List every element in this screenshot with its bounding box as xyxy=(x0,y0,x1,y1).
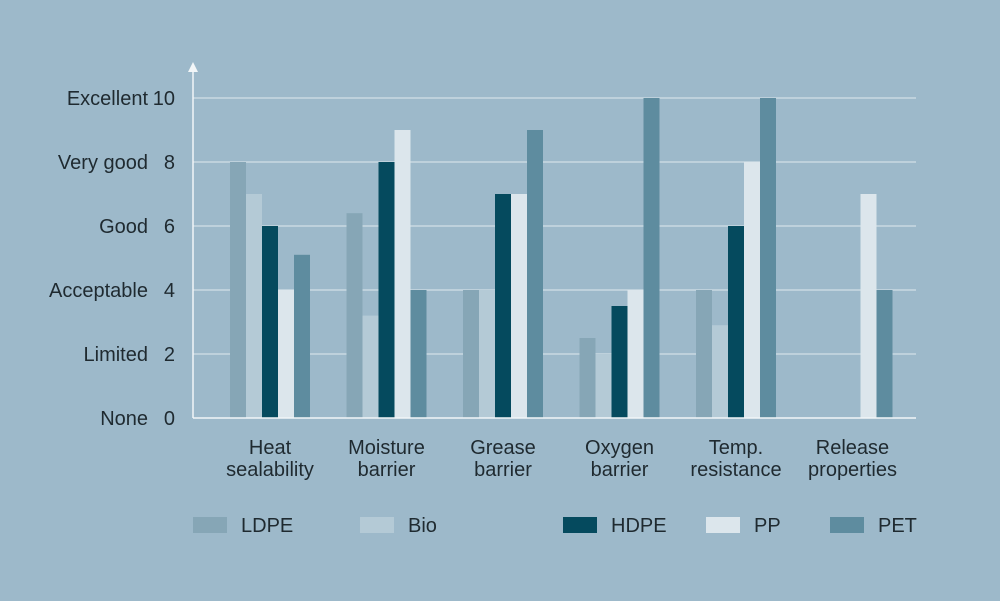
x-category-label: barrier xyxy=(591,459,649,481)
y-tick-word-label: Excellent xyxy=(67,88,149,110)
bar-pet-5 xyxy=(760,98,776,418)
legend-label: PP xyxy=(754,515,781,537)
y-tick-label: 0 xyxy=(164,408,175,430)
bar-bio-1 xyxy=(246,194,262,418)
bar-ldpe-5 xyxy=(696,290,712,418)
x-category-label: resistance xyxy=(690,459,781,481)
x-category-label: barrier xyxy=(474,459,532,481)
legend-swatch-pet xyxy=(830,517,864,533)
legend-label: HDPE xyxy=(611,515,667,537)
y-tick-word-label: Very good xyxy=(58,152,148,174)
bar-pet-1 xyxy=(294,254,310,418)
y-axis-arrow-icon xyxy=(188,62,198,72)
y-tick-word-label: Limited xyxy=(84,344,148,366)
legend-label: Bio xyxy=(408,515,437,537)
bar-bio-2 xyxy=(362,315,379,418)
bar-bio-4 xyxy=(595,354,612,418)
bar-hdpe-1 xyxy=(262,226,278,418)
x-category-label: Moisture xyxy=(348,437,425,459)
y-tick-label: 10 xyxy=(153,88,175,110)
bar-pp-4 xyxy=(627,290,644,418)
bar-ldpe-3 xyxy=(463,290,479,418)
bar-pp-6 xyxy=(860,194,877,418)
bar-hdpe-2 xyxy=(378,162,395,418)
legend-label: PET xyxy=(878,515,917,537)
legend-swatch-hdpe xyxy=(563,517,597,533)
bar-hdpe-5 xyxy=(728,226,744,418)
bar-pet-6 xyxy=(876,290,893,418)
x-category-label: barrier xyxy=(358,459,416,481)
bar-hdpe-3 xyxy=(495,194,511,418)
legend-swatch-pp xyxy=(706,517,740,533)
x-category-label: Release xyxy=(816,437,889,459)
bar-bio-3 xyxy=(479,290,495,418)
y-tick-word-label: Acceptable xyxy=(49,280,148,302)
bar-ldpe-1 xyxy=(230,162,246,418)
x-category-label: sealability xyxy=(226,459,314,481)
x-category-label: Temp. xyxy=(709,437,763,459)
y-tick-label: 8 xyxy=(164,152,175,174)
bar-pp-2 xyxy=(394,130,411,418)
bar-pet-2 xyxy=(410,290,427,418)
y-tick-label: 4 xyxy=(164,280,175,302)
bar-bio-5 xyxy=(712,325,728,418)
x-category-label: Heat xyxy=(249,437,292,459)
y-tick-label: 2 xyxy=(164,344,175,366)
x-category-label: Oxygen xyxy=(585,437,654,459)
bar-pp-1 xyxy=(278,290,294,418)
bar-pet-4 xyxy=(643,98,660,418)
x-category-label: properties xyxy=(808,459,897,481)
bar-ldpe-4 xyxy=(579,338,596,418)
bar-hdpe-4 xyxy=(611,306,628,418)
legend-label: LDPE xyxy=(241,515,293,537)
legend-swatch-bio xyxy=(360,517,394,533)
bar-ldpe-2 xyxy=(346,213,363,418)
y-tick-word-label: Good xyxy=(99,216,148,238)
bar-pp-3 xyxy=(511,194,527,418)
y-tick-word-label: None xyxy=(100,408,148,430)
bar-pp-5 xyxy=(744,162,760,418)
legend-swatch-ldpe xyxy=(193,517,227,533)
x-category-label: Grease xyxy=(470,437,536,459)
bar-pet-3 xyxy=(527,130,543,418)
y-tick-label: 6 xyxy=(164,216,175,238)
